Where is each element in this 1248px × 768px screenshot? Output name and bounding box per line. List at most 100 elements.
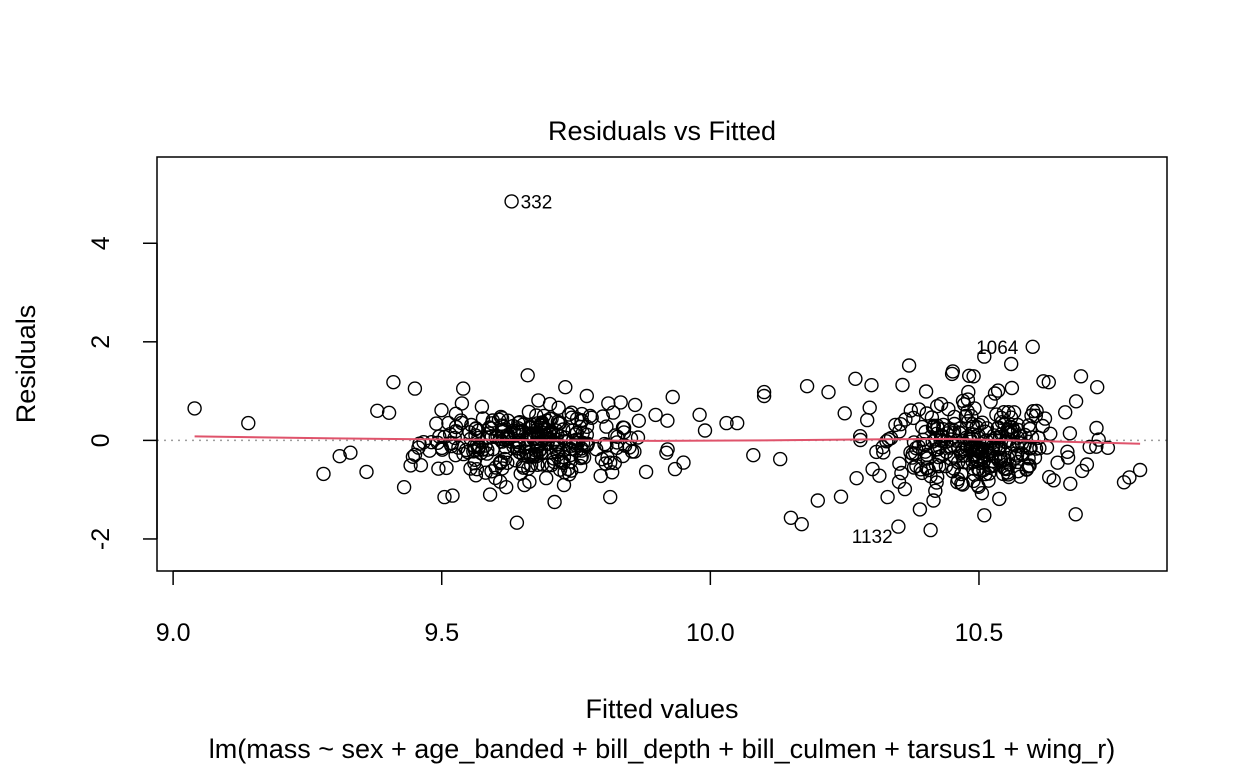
residual-point: [561, 407, 577, 422]
residual-point: [783, 510, 799, 525]
residual-point: [1116, 475, 1132, 490]
residual-point: [475, 411, 491, 426]
residual-point: [517, 477, 532, 493]
residual-point: [497, 451, 513, 467]
residual-point: [552, 415, 568, 431]
residual-point: [977, 508, 992, 523]
residual-point: [564, 410, 579, 425]
residual-point: [488, 470, 503, 486]
residual-point: [598, 456, 613, 471]
residual-point: [981, 473, 996, 488]
residual-point: [493, 409, 509, 425]
residual-point: [928, 483, 943, 498]
residual-point: [606, 405, 621, 420]
residual-point: [915, 419, 930, 435]
y-tick-label: 2: [87, 335, 115, 349]
residual-point: [665, 389, 680, 405]
residual-point: [860, 412, 875, 428]
residual-point: [509, 515, 525, 530]
residual-point: [526, 448, 542, 463]
residual-point: [660, 442, 675, 457]
residual-point: [332, 449, 347, 464]
residual-point: [407, 447, 423, 462]
residual-point: [370, 403, 385, 418]
residual-point: [1026, 404, 1041, 419]
plot-area: 332 1064 1132: [156, 156, 1168, 572]
residual-point: [405, 449, 421, 464]
residual-point: [895, 377, 910, 393]
residual-point: [187, 401, 202, 416]
residual-point: [431, 461, 446, 476]
residual-point: [535, 457, 550, 472]
residual-point: [862, 400, 877, 415]
residual-point: [437, 489, 452, 505]
residual-point: [963, 441, 978, 456]
residual-point: [918, 384, 934, 399]
residual-point: [471, 423, 486, 438]
residual-point: [945, 364, 960, 379]
residual-point: [1041, 469, 1057, 485]
y-tick-label: -2: [87, 528, 115, 550]
residual-point: [532, 435, 547, 451]
residual-point: [1091, 432, 1106, 447]
residual-point: [576, 450, 592, 465]
residual-point: [938, 458, 954, 474]
residual-point: [631, 413, 646, 428]
residual-point: [1057, 405, 1073, 420]
residual-point: [504, 194, 519, 209]
residual-point: [557, 430, 573, 445]
residual-point: [531, 393, 546, 408]
residual-point: [521, 449, 536, 464]
residual-point: [648, 407, 663, 423]
residual-point: [746, 448, 761, 463]
residual-point: [520, 368, 535, 383]
residual-point: [933, 396, 949, 412]
residual-point: [474, 399, 490, 414]
residual-point: [610, 429, 625, 444]
residual-point: [730, 415, 745, 431]
residual-point: [381, 405, 397, 420]
residual-point: [584, 410, 599, 425]
residual-point: [493, 454, 509, 469]
residual-point: [888, 417, 903, 433]
residual-point: [989, 407, 1004, 422]
residual-point: [627, 397, 643, 413]
residual-point: [463, 461, 478, 476]
residual-point: [509, 441, 525, 456]
residual-point: [971, 417, 987, 433]
residual-point: [416, 435, 431, 450]
residual-point: [949, 433, 964, 448]
residual-point: [638, 464, 654, 480]
x-tick-label: 10.0: [686, 619, 735, 647]
residual-point: [1060, 444, 1075, 459]
residual-point: [1073, 369, 1089, 384]
residual-point: [564, 405, 579, 420]
residual-point: [1068, 394, 1084, 409]
residual-point: [1063, 476, 1078, 491]
residual-point: [359, 464, 374, 480]
residual-point: [579, 388, 594, 404]
residual-point: [983, 458, 998, 473]
residual-point: [546, 451, 562, 466]
residual-point: [533, 445, 549, 461]
residual-point: [1000, 451, 1016, 466]
residual-point: [453, 413, 469, 428]
residual-point: [510, 424, 525, 440]
residual-point: [926, 493, 941, 508]
residual-point: [494, 411, 510, 426]
x-axis-label: Fitted values: [585, 694, 738, 724]
residual-point: [962, 368, 977, 383]
y-axis-label: Residuals: [11, 305, 41, 424]
residual-point: [925, 420, 941, 435]
point-annotations: 332 1064 1132: [521, 192, 1019, 548]
residual-point: [979, 421, 995, 436]
residual-point: [864, 378, 879, 393]
residual-point: [1019, 461, 1035, 477]
residual-point: [1043, 426, 1058, 441]
residual-point: [386, 375, 401, 390]
residual-point: [599, 438, 614, 453]
residual-point: [429, 416, 444, 431]
residual-point: [1046, 473, 1061, 488]
smooth-trend-line: [194, 435, 1141, 445]
residual-point: [901, 358, 917, 373]
